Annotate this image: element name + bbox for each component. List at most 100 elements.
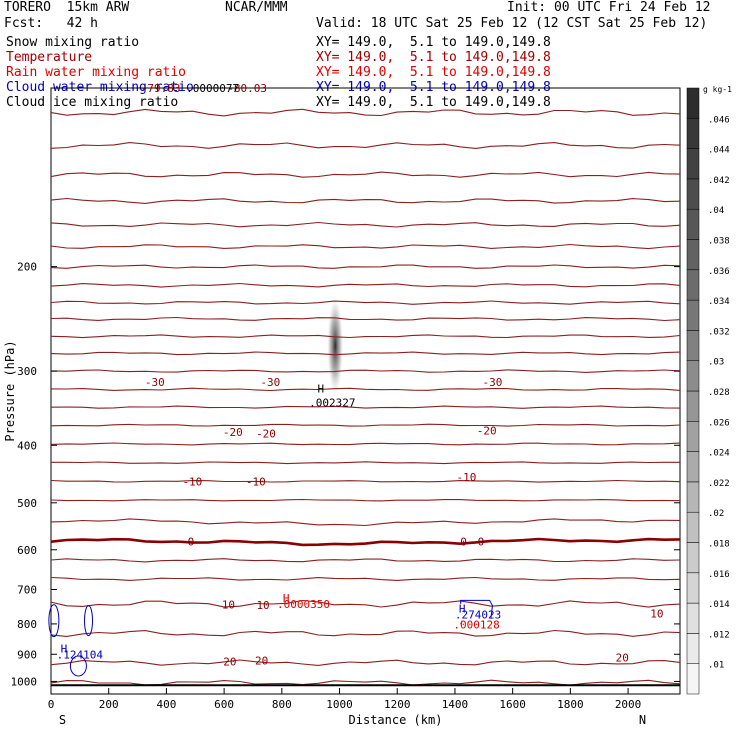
isotherm-label: -20 [477,425,497,438]
isotherm-line [50,243,681,250]
isotherm-line [50,498,681,502]
x-tick-label: 200 [99,698,119,711]
colorbar-tick-label: .032 [708,327,730,337]
isotherm-line [50,197,681,204]
maximum-label: H [459,602,466,615]
y-tick-label: 1000 [11,675,38,688]
colorbar-tick-label: .044 [708,146,730,156]
colorbar-swatch [686,269,700,301]
colorbar-tick-label: .012 [708,630,730,640]
isotherm-line [50,629,681,637]
x-tick-label: 800 [272,698,292,711]
isotherm-label: -80.03 [227,82,267,95]
legend-cross-section-coords: XY= 149.0, 5.1 to 149.0,149.8 [316,50,551,65]
north-endpoint-label: N [639,713,646,727]
cloud-water-contour [460,599,493,625]
y-tick-label: 600 [17,544,37,557]
isotherm-label: 0 [460,535,467,548]
isotherm-label: 10 [256,599,269,612]
colorbar-tick-label: .042 [708,176,730,186]
isotherm-label: -20 [256,427,276,440]
maximum-label: H [317,383,324,396]
colorbar-swatch [686,87,700,119]
cloud-water-contour [84,605,94,637]
isotherm-line [50,351,681,356]
isotherm-line [50,558,681,563]
plot-frame [50,87,681,695]
isotherm-line [50,442,681,446]
model-title: TORERO 15km ARW [4,0,130,15]
colorbar-swatch [686,330,700,361]
legend-field-name: Cloud ice mixing ratio [6,95,179,110]
isotherm-line [50,387,681,392]
isotherm-line [50,599,681,608]
legend-cross-section-coords: XY= 149.0, 5.1 to 149.0,149.8 [316,95,551,110]
colorbar-swatch [686,542,700,574]
y-tick-label: 700 [17,584,37,597]
isotherm-label: 20 [223,655,236,668]
colorbar-tick-label: .018 [708,540,730,550]
x-tick-label: 600 [214,698,234,711]
isotherm-line [50,334,681,339]
center-label: NCAR/MMM [225,0,288,15]
isotherm-line [50,518,681,527]
colorbar-swatch [686,208,700,240]
isotherm-label: 20 [255,654,268,667]
y-tick-label: 200 [17,261,37,274]
x-tick-label: 1400 [442,698,469,711]
isotherm-line [50,537,681,547]
maximum-label: H [61,642,68,655]
south-endpoint-label: S [59,713,66,727]
cloud-water-contour [48,604,60,638]
isotherm-label: -20 [223,426,243,439]
colorbar-tick-label: .024 [708,449,730,459]
isotherm-label: -10 [182,475,202,488]
colorbar-tick-label: .04 [708,206,724,216]
x-tick-label: 2000 [615,698,642,711]
isotherm-label: 10 [650,607,663,620]
colorbar-swatch [686,481,700,513]
colorbar-swatch [686,602,700,634]
colorbar-swatch [686,360,700,392]
colorbar-tick-label: .038 [708,237,730,247]
isotherm-line [50,171,681,178]
colorbar-tick-label: .026 [708,418,730,428]
forecast-hour: Fcst: 42 h [4,16,98,31]
y-tick-label: 500 [17,497,37,510]
cloud-water-contour [69,655,87,677]
isotherm-line [50,300,681,305]
colorbar-tick-label: .022 [708,479,730,489]
isotherm-line [50,142,681,149]
y-tick-label: 900 [17,648,37,661]
colorbar-swatch [686,118,700,149]
colorbar-swatch [686,633,700,664]
x-tick-label: 1800 [557,698,584,711]
legend-field-name: Temperature [6,50,93,65]
isotherm-label: 0 [478,535,485,548]
isotherm-line [50,221,681,228]
colorbar-swatch [686,239,700,271]
isotherm-line [50,264,681,269]
legend-cross-section-coords: XY= 149.0, 5.1 to 149.0,149.8 [316,35,551,50]
x-axis-label: Distance (km) [349,713,443,727]
y-tick-label: 800 [17,618,37,631]
maximum-label: .002327 [309,397,355,410]
y-tick-label: 400 [17,439,37,452]
colorbar-swatch [686,572,700,604]
legend-field-name: Snow mixing ratio [6,35,140,50]
isotherm-label: -10 [246,475,266,488]
isotherm-line [50,576,681,581]
colorbar-swatch [686,178,700,210]
isotherm-label: -30 [145,376,165,389]
maximum-label: .0000077 [186,82,239,95]
colorbar-tick-label: .03 [708,358,724,368]
maximum-label: .274023 [455,608,501,621]
x-tick-label: 1200 [384,698,411,711]
legend-cross-section-coords: XY= 149.0, 5.1 to 149.0,149.8 [316,65,551,80]
isotherm-line [50,282,681,288]
isotherm-line [50,369,681,373]
x-tick-label: 400 [156,698,176,711]
isotherm-line [50,108,681,117]
isotherm-line [51,461,680,465]
